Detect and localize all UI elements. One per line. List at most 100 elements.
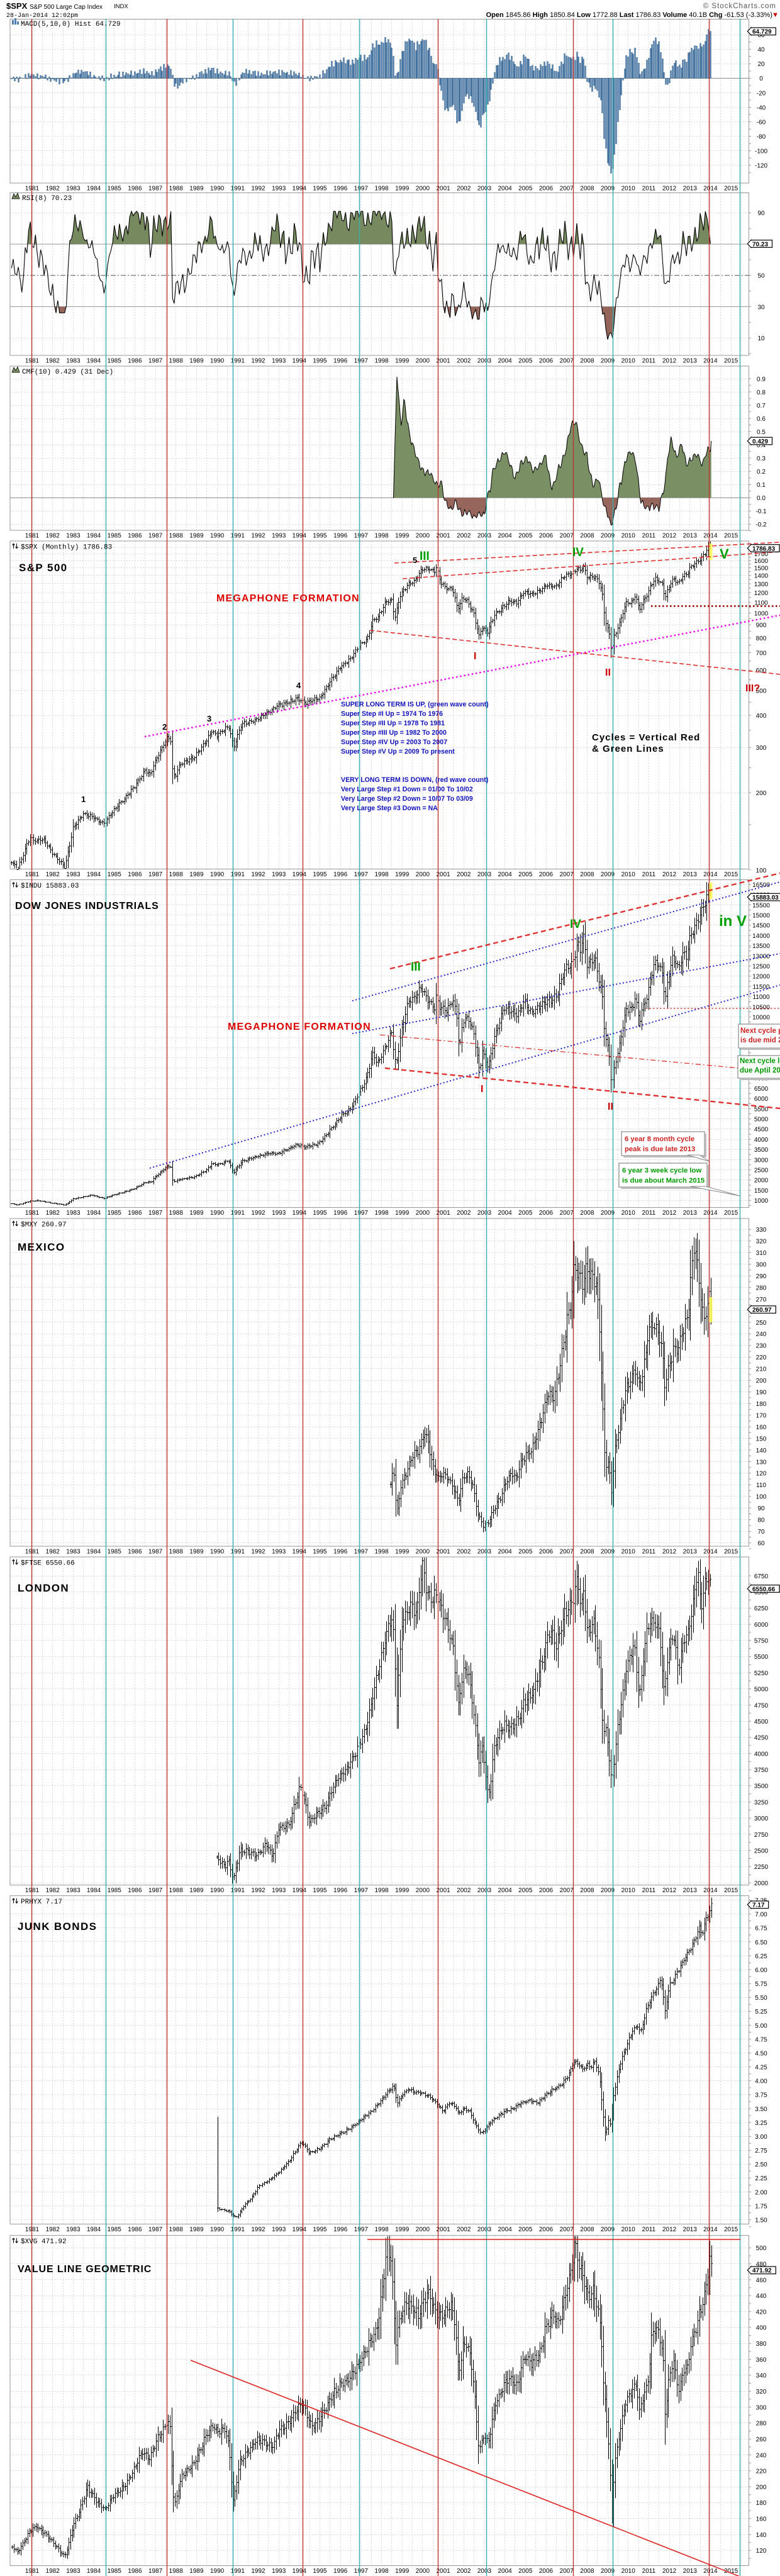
svg-text:-80: -80 xyxy=(757,133,766,140)
svg-text:1996: 1996 xyxy=(333,2226,348,2233)
svg-text:1982: 1982 xyxy=(46,1549,60,1556)
svg-text:1986: 1986 xyxy=(128,358,142,365)
svg-text:2008: 2008 xyxy=(580,1887,594,1894)
svg-text:1984: 1984 xyxy=(87,1210,101,1217)
svg-text:1998: 1998 xyxy=(374,1549,389,1556)
svg-text:220: 220 xyxy=(756,2468,767,2475)
svg-text:1982: 1982 xyxy=(46,358,60,365)
svg-text:2003: 2003 xyxy=(477,358,492,365)
svg-text:I: I xyxy=(481,1084,483,1095)
svg-text:RSI(8) 70.23: RSI(8) 70.23 xyxy=(22,195,72,203)
svg-text:1987: 1987 xyxy=(148,533,163,540)
svg-text:1.50: 1.50 xyxy=(755,2217,767,2224)
svg-text:2014: 2014 xyxy=(703,1210,718,1217)
svg-text:5500: 5500 xyxy=(754,1654,769,1661)
svg-text:2004: 2004 xyxy=(498,2568,512,2575)
svg-text:1991: 1991 xyxy=(231,871,245,878)
svg-text:70: 70 xyxy=(757,1529,765,1536)
svg-text:2010: 2010 xyxy=(621,871,636,878)
svg-text:2012: 2012 xyxy=(662,1549,677,1556)
svg-text:1988: 1988 xyxy=(169,1210,184,1217)
svg-text:280: 280 xyxy=(756,2421,767,2428)
svg-text:1984: 1984 xyxy=(87,358,101,365)
svg-text:1987: 1987 xyxy=(148,358,163,365)
svg-text:-120: -120 xyxy=(755,163,767,170)
svg-text:$INDU 15883.03: $INDU 15883.03 xyxy=(21,883,79,890)
svg-text:1996: 1996 xyxy=(333,1549,348,1556)
svg-text:1983: 1983 xyxy=(66,186,81,192)
svg-text:1981: 1981 xyxy=(25,533,40,540)
svg-text:1984: 1984 xyxy=(87,1549,101,1556)
svg-text:1995: 1995 xyxy=(313,1210,327,1217)
svg-text:250: 250 xyxy=(756,1320,767,1327)
svg-text:1981: 1981 xyxy=(25,1210,40,1217)
svg-text:MEXICO: MEXICO xyxy=(18,1241,65,1253)
svg-text:2009: 2009 xyxy=(601,1887,615,1894)
svg-text:1996: 1996 xyxy=(333,1210,348,1217)
svg-text:200: 200 xyxy=(756,790,767,797)
svg-text:2005: 2005 xyxy=(518,186,533,192)
svg-text:3: 3 xyxy=(207,714,211,723)
svg-text:5.25: 5.25 xyxy=(755,2009,767,2016)
svg-text:0.2: 0.2 xyxy=(757,469,766,476)
svg-text:1999: 1999 xyxy=(395,186,410,192)
svg-text:Next cycle p: Next cycle p xyxy=(740,1027,780,1035)
svg-text:2: 2 xyxy=(162,722,167,732)
svg-text:2015: 2015 xyxy=(724,1210,738,1217)
svg-text:2010: 2010 xyxy=(621,358,636,365)
svg-text:1988: 1988 xyxy=(169,2568,184,2575)
svg-text:2009: 2009 xyxy=(601,1549,615,1556)
svg-text:1988: 1988 xyxy=(169,186,184,192)
svg-text:1983: 1983 xyxy=(66,1210,81,1217)
svg-text:1989: 1989 xyxy=(189,2568,204,2575)
svg-text:2009: 2009 xyxy=(601,186,615,192)
svg-text:-40: -40 xyxy=(757,104,766,111)
svg-text:2002: 2002 xyxy=(457,186,471,192)
svg-text:1993: 1993 xyxy=(272,186,286,192)
svg-text:1994: 1994 xyxy=(292,1210,307,1217)
svg-text:2010: 2010 xyxy=(621,533,636,540)
svg-text:© StockCharts.com: © StockCharts.com xyxy=(703,3,776,10)
svg-text:2006: 2006 xyxy=(539,533,554,540)
svg-text:JUNK BONDS: JUNK BONDS xyxy=(18,1921,97,1932)
svg-text:10000: 10000 xyxy=(752,1015,770,1022)
svg-text:2010: 2010 xyxy=(621,186,636,192)
svg-text:2007: 2007 xyxy=(560,2226,574,2233)
svg-text:0.429: 0.429 xyxy=(752,438,768,445)
svg-text:2014: 2014 xyxy=(703,2226,718,2233)
svg-text:320: 320 xyxy=(756,2389,767,2395)
svg-text:0.3: 0.3 xyxy=(757,455,766,462)
svg-text:2007: 2007 xyxy=(560,186,574,192)
svg-text:2003: 2003 xyxy=(477,186,492,192)
svg-text:2003: 2003 xyxy=(477,2226,492,2233)
svg-text:1988: 1988 xyxy=(169,2226,184,2233)
svg-text:1997: 1997 xyxy=(354,2226,369,2233)
svg-text:1982: 1982 xyxy=(46,2568,60,2575)
svg-text:1786.83: 1786.83 xyxy=(752,545,776,552)
svg-text:1981: 1981 xyxy=(25,2226,40,2233)
svg-text:2012: 2012 xyxy=(662,1887,677,1894)
svg-text:10500: 10500 xyxy=(752,1004,770,1011)
svg-text:2005: 2005 xyxy=(518,871,533,878)
svg-text:2.75: 2.75 xyxy=(755,2148,767,2155)
svg-text:2001: 2001 xyxy=(436,358,450,365)
svg-text:160: 160 xyxy=(756,2516,767,2523)
svg-text:2004: 2004 xyxy=(498,186,512,192)
svg-text:3250: 3250 xyxy=(754,1799,769,1806)
svg-text:1996: 1996 xyxy=(333,1887,348,1894)
svg-text:1982: 1982 xyxy=(46,1887,60,1894)
svg-text:1995: 1995 xyxy=(313,2226,327,2233)
svg-text:140: 140 xyxy=(756,1447,767,1454)
svg-text:1998: 1998 xyxy=(374,533,389,540)
svg-text:2011: 2011 xyxy=(642,1887,656,1894)
svg-text:110: 110 xyxy=(756,1482,766,1489)
svg-text:2012: 2012 xyxy=(662,2568,677,2575)
svg-text:190: 190 xyxy=(756,1390,767,1397)
svg-text:6500: 6500 xyxy=(754,1086,769,1093)
svg-text:2014: 2014 xyxy=(703,358,718,365)
svg-text:6500: 6500 xyxy=(754,1590,769,1597)
svg-text:1986: 1986 xyxy=(128,1210,142,1217)
svg-text:2012: 2012 xyxy=(662,186,677,192)
svg-text:1400: 1400 xyxy=(754,573,769,580)
svg-text:2009: 2009 xyxy=(601,2568,615,2575)
